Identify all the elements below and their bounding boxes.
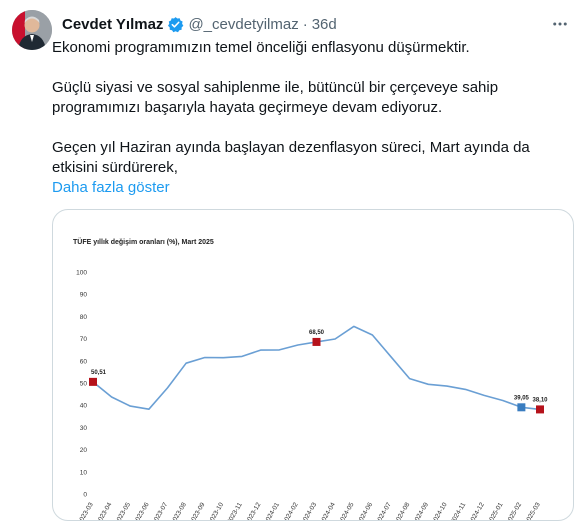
tweet-paragraph: Güçlü siyasi ve sosyal sahiplenme ile, b… xyxy=(52,79,499,116)
x-tick-label: 2023-10 xyxy=(207,501,225,520)
tweet-text: Ekonomi programımızın temel önceliği enf… xyxy=(52,38,572,198)
x-tick-label: 2024-07 xyxy=(375,501,393,520)
y-tick-label: 40 xyxy=(80,403,88,410)
chart-title: TÜFE yıllık değişim oranları (%), Mart 2… xyxy=(73,237,214,246)
x-tick-label: 2023-11 xyxy=(226,501,244,520)
y-tick-label: 70 xyxy=(80,336,88,343)
x-tick-label: 2024-10 xyxy=(431,501,449,520)
x-tick-label: 2023-09 xyxy=(188,501,206,520)
data-label: 39,05 xyxy=(514,395,530,401)
author-handle[interactable]: @_cevdetyilmaz xyxy=(188,15,299,33)
x-tick-label: 2023-08 xyxy=(170,501,188,520)
x-tick-label: 2024-12 xyxy=(468,501,486,520)
y-tick-label: 20 xyxy=(80,447,88,454)
highlight-point xyxy=(89,377,97,386)
inflation-chart: TÜFE yıllık değişim oranları (%), Mart 2… xyxy=(73,237,548,520)
x-tick-label: 2023-06 xyxy=(133,501,151,520)
x-tick-label: 2024-06 xyxy=(356,501,374,520)
x-tick-label: 2024-01 xyxy=(263,501,281,520)
y-tick-label: 0 xyxy=(83,492,87,499)
tweet-timestamp[interactable]: 36d xyxy=(311,15,337,33)
x-tick-label: 2024-03 xyxy=(300,501,318,520)
highlight-point xyxy=(312,337,321,346)
data-label: 68,50 xyxy=(309,330,325,336)
y-tick-label: 50 xyxy=(80,381,88,388)
x-tick-label: 2024-05 xyxy=(337,501,355,520)
x-tick-label: 2025-03 xyxy=(524,501,542,520)
x-tick-label: 2023-03 xyxy=(77,501,95,520)
tweet-paragraph: Ekonomi programımızın temel önceliği enf… xyxy=(52,39,470,56)
avatar-photo xyxy=(12,10,52,50)
y-tick-label: 80 xyxy=(80,314,88,321)
x-tick-label: 2023-07 xyxy=(151,501,169,520)
data-label: 38,10 xyxy=(532,397,548,403)
x-tick-label: 2024-11 xyxy=(449,501,467,520)
verified-badge-icon xyxy=(168,16,184,32)
separator-dot: · xyxy=(302,15,308,33)
avatar[interactable] xyxy=(12,10,52,50)
x-tick-label: 2024-02 xyxy=(282,501,300,520)
chart-image-card[interactable]: TÜFE yıllık değişim oranları (%), Mart 2… xyxy=(52,209,574,521)
x-tick-label: 2024-04 xyxy=(319,501,337,520)
author-name[interactable]: Cevdet Yılmaz xyxy=(62,15,164,33)
x-tick-label: 2024-09 xyxy=(412,501,430,520)
y-tick-label: 60 xyxy=(80,358,88,365)
x-tick-label: 2025-01 xyxy=(486,501,504,520)
x-tick-label: 2023-04 xyxy=(95,501,113,520)
data-label: 50,51 xyxy=(91,370,107,376)
tweet-paragraph: Geçen yıl Haziran ayında başlayan dezenf… xyxy=(52,139,530,176)
x-tick-label: 2025-02 xyxy=(505,501,523,520)
x-tick-label: 2024-08 xyxy=(393,501,411,520)
x-tick-label: 2023-12 xyxy=(244,501,262,520)
highlight-point xyxy=(536,405,544,414)
highlight-point xyxy=(517,403,526,412)
y-tick-label: 10 xyxy=(80,469,88,476)
more-horizontal-icon xyxy=(553,22,567,26)
y-tick-label: 90 xyxy=(80,292,88,299)
x-tick-label: 2023-05 xyxy=(114,501,132,520)
y-tick-label: 30 xyxy=(80,425,88,432)
tweet-header: Cevdet Yılmaz @_cevdetyilmaz · 36d xyxy=(62,14,572,34)
more-options-button[interactable] xyxy=(550,14,570,34)
show-more-link[interactable]: Daha fazla göster xyxy=(52,179,170,196)
y-tick-label: 100 xyxy=(76,270,87,277)
